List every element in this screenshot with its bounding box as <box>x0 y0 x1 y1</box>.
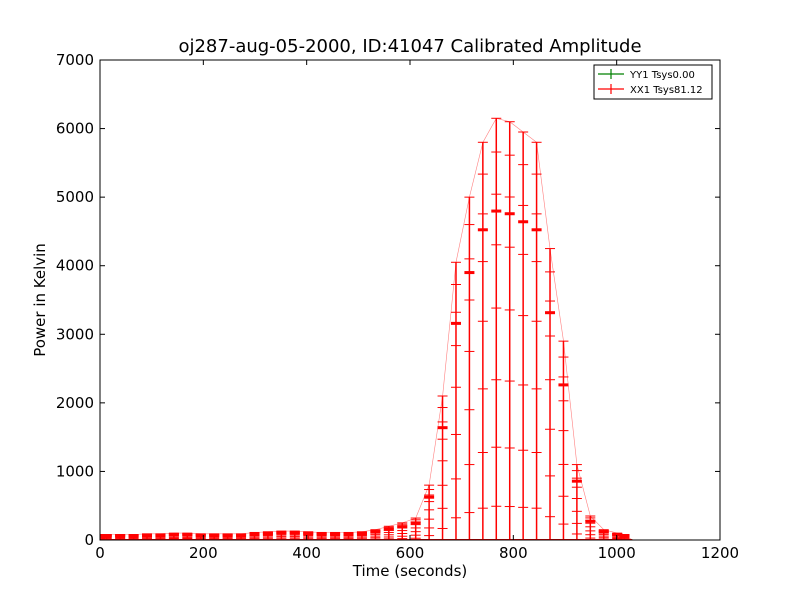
x-tick-label: 1200 <box>701 544 739 562</box>
x-axis-label: Time (seconds) <box>352 562 468 580</box>
x-tick-label: 400 <box>292 544 321 562</box>
x-tick-label: 0 <box>95 544 105 562</box>
x-tick-label: 200 <box>189 544 218 562</box>
x-tick-label: 600 <box>396 544 425 562</box>
series-2 <box>100 117 633 540</box>
series-layer <box>100 117 633 540</box>
plot-area: 0 200 400 600 800 1000 1200 0 1000 2000 3000 4000 50… <box>56 51 739 562</box>
legend-entry-label: XX1 Tsys81.12 <box>630 85 703 96</box>
x-tick-label: 1000 <box>598 544 636 562</box>
legend-entry-label: YY1 Tsys0.00 <box>629 70 695 81</box>
chart-title: oj287-aug-05-2000, ID:41047 Calibrated A… <box>178 36 641 57</box>
series-envelope-line <box>100 117 633 540</box>
y-tick-label: 3000 <box>56 325 94 343</box>
y-tick-label: 0 <box>84 531 94 549</box>
x-tick-label: 800 <box>499 544 528 562</box>
y-tick-label: 5000 <box>56 188 94 206</box>
y-tick-label: 7000 <box>56 51 94 69</box>
y-tick-label: 2000 <box>56 394 94 412</box>
y-tick-label: 6000 <box>56 120 94 138</box>
y-tick-label: 4000 <box>56 257 94 275</box>
legend-box <box>593 64 713 100</box>
y-axis-label: Power in Kelvin <box>31 243 49 357</box>
y-tick-label: 1000 <box>56 462 94 480</box>
